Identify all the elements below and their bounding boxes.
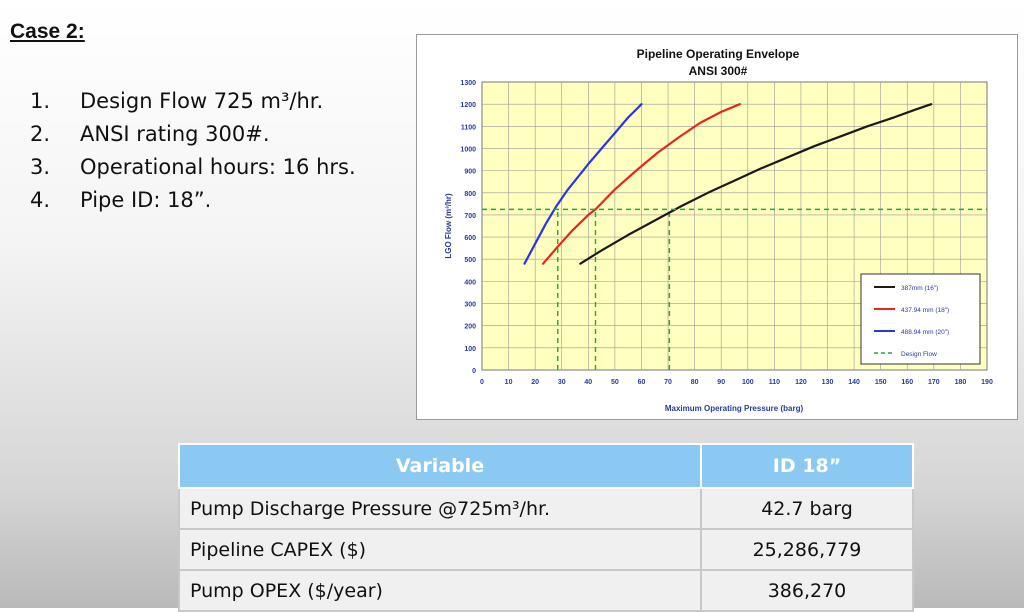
y-tick-label: 200 [464, 324, 476, 331]
x-tick-label: 190 [981, 379, 993, 386]
x-tick-label: 0 [480, 379, 484, 386]
table-row: Pump Discharge Pressure @725m³/hr. 42.7 … [178, 487, 914, 530]
legend-box [860, 273, 981, 365]
table-cell-value: 25,286,779 [700, 528, 914, 571]
x-tick-label: 100 [742, 379, 754, 386]
table-row: Pump OPEX ($/year) 386,270 [178, 569, 914, 612]
pipeline-chart: Pipeline Operating Envelope ANSI 300# 0 1… [416, 34, 1018, 420]
x-axis-label: Maximum Operating Pressure (barg) [665, 404, 804, 413]
header-id: ID 18” [700, 443, 914, 489]
chart-title: Pipeline Operating Envelope [637, 47, 800, 61]
list-number: 1. [30, 89, 51, 113]
y-tick-label: 1000 [460, 146, 476, 153]
y-tick-label: 800 [464, 191, 476, 198]
series-layer [482, 103, 987, 370]
chart-svg: Pipeline Operating Envelope ANSI 300# 0 1… [444, 47, 993, 413]
x-tick-label: 30 [558, 379, 566, 386]
x-tick-label: 40 [584, 379, 592, 386]
legend-entries: 387mm (16") 437.94 mm (18") 488.94 mm (20"… [874, 285, 949, 358]
y-tick-label: 400 [464, 279, 476, 286]
list-number: 4. [30, 188, 51, 212]
x-tick-label: 130 [822, 379, 834, 386]
list-text: Pipe ID: 18”. [80, 188, 212, 212]
x-tick-label: 150 [875, 379, 887, 386]
series-line [523, 103, 643, 265]
x-tick-label: 170 [928, 379, 940, 386]
list-text: ANSI rating 300#. [80, 122, 270, 146]
legend: 387mm (16") 437.94 mm (18") 488.94 mm (20"… [860, 273, 981, 365]
series-line [579, 103, 933, 265]
table-cell-value: 42.7 barg [700, 487, 914, 530]
x-tick-label: 20 [531, 379, 539, 386]
legend-label: Design Flow [901, 351, 937, 358]
y-axis-label: LGO Flow (m³/hr) [444, 193, 453, 259]
list-text: Design Flow 725 m³/hr. [80, 89, 324, 113]
list-text: Operational hours: 16 hrs. [80, 155, 356, 179]
results-table: Variable ID 18” Pump Discharge Pressure … [178, 443, 914, 612]
table-cell-variable: Pipeline CAPEX ($) [178, 528, 702, 571]
x-tick-label: 120 [795, 379, 807, 386]
y-tick-label: 600 [464, 235, 476, 242]
table-row: Pipeline CAPEX ($) 25,286,779 [178, 528, 914, 571]
table-cell-variable: Pump OPEX ($/year) [178, 569, 702, 612]
y-tick-label: 1300 [460, 80, 476, 87]
list-item: 1. Design Flow 725 m³/hr. [30, 85, 356, 118]
y-tick-label: 500 [464, 257, 476, 264]
design-spec-list: 1. Design Flow 725 m³/hr. 2. ANSI rating 3… [30, 85, 356, 217]
list-item: 4. Pipe ID: 18”. [30, 184, 356, 217]
y-tick-label: 0 [472, 368, 476, 375]
list-item: 2. ANSI rating 300#. [30, 118, 356, 151]
x-tick-label: 110 [769, 379, 780, 386]
y-tick-label: 1100 [461, 124, 476, 131]
x-tick-label: 70 [664, 379, 672, 386]
legend-label: 387mm (16") [901, 285, 938, 292]
y-tick-label: 100 [464, 346, 476, 353]
y-tick-label: 900 [464, 169, 476, 176]
x-tick-label: 160 [901, 379, 913, 386]
list-number: 3. [30, 155, 51, 179]
x-tick-label: 140 [848, 379, 860, 386]
list-number: 2. [30, 122, 51, 146]
x-tick-label: 10 [505, 379, 513, 386]
x-tick-label: 50 [611, 379, 619, 386]
x-tick-label: 60 [638, 379, 646, 386]
series-line [541, 103, 741, 265]
table-cell-variable: Pump Discharge Pressure @725m³/hr. [178, 487, 702, 530]
y-tick-label: 300 [464, 302, 476, 309]
chart-subtitle: ANSI 300# [689, 64, 748, 78]
legend-label: 437.94 mm (18") [901, 307, 949, 314]
table-cell-value: 386,270 [700, 569, 914, 612]
table-header-row: Variable ID 18” [178, 443, 914, 489]
y-tick-label: 700 [464, 213, 476, 220]
axis-ticks: 0100200300400500600700800900100011001200… [460, 80, 993, 386]
legend-label: 488.94 mm (20") [901, 329, 949, 336]
list-item: 3. Operational hours: 16 hrs. [30, 151, 356, 184]
case-title: Case 2: [10, 20, 85, 43]
y-tick-label: 1200 [460, 102, 476, 109]
x-tick-label: 80 [691, 379, 699, 386]
header-variable: Variable [178, 443, 702, 489]
x-tick-label: 180 [955, 379, 967, 386]
x-tick-label: 90 [717, 379, 725, 386]
